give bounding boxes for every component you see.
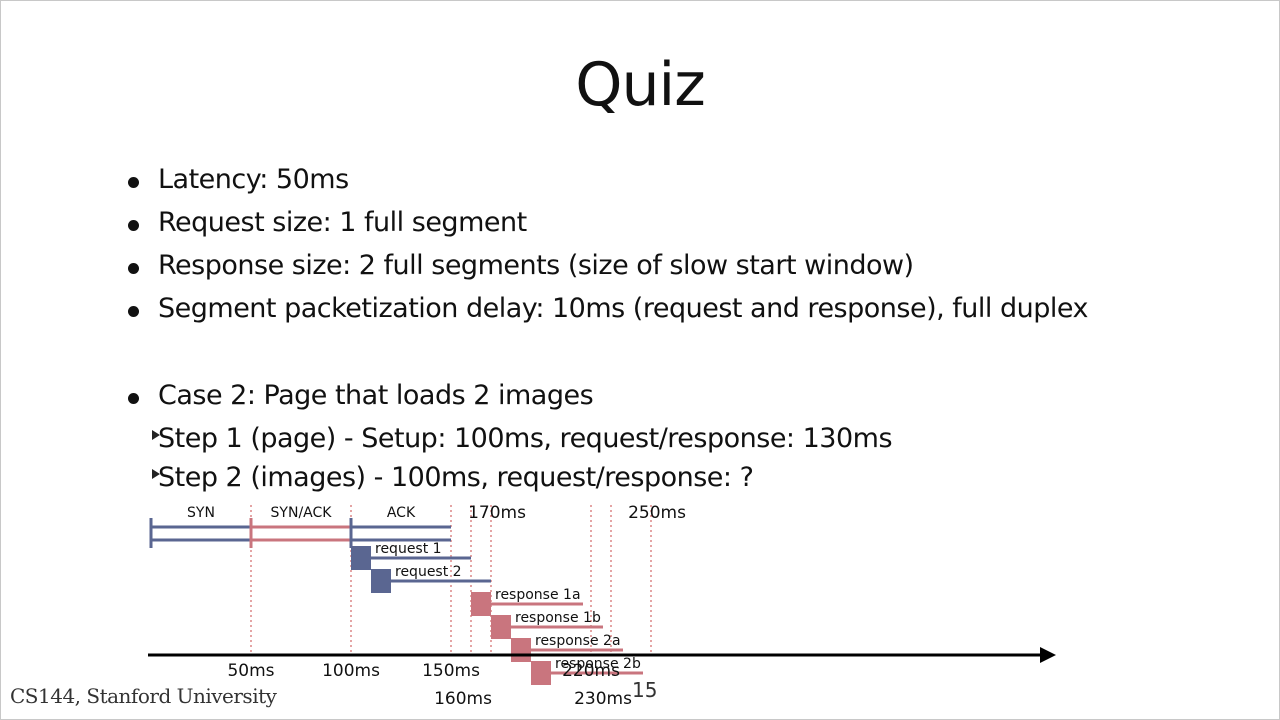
handshake-label-syn-ack: SYN/ACK [271,505,333,521]
tick-label-220ms: 220ms [562,661,620,681]
segment-label-request-2: request 2 [395,564,462,580]
bullet-response-size: Response size: 2 full segments (size of … [128,250,1228,293]
tick-label-50ms: 50ms [227,661,274,681]
segment-label-request-1: request 1 [375,541,442,557]
segment-label-response-1b: response 1b [515,610,601,626]
bullet-list: Latency: 50ms Request size: 1 full segme… [128,164,1228,501]
segment-label-response-2b: response 2b [555,656,641,672]
segment-block-response-2b [531,661,551,685]
sub-bullet-step-2: Step 2 (images) - 100ms, request/respons… [128,462,1228,501]
segment-label-response-1a: response 1a [495,587,581,603]
segment-block-response-1b [491,615,511,639]
bullet-latency: Latency: 50ms [128,164,1228,207]
bullet-dot-icon [128,263,139,274]
bullet-dot-icon [128,177,139,188]
segment-block-response-2a [511,638,531,662]
bullet-packetization-delay: Segment packetization delay: 10ms (reque… [128,293,1228,380]
bullet-dot-icon [128,220,139,231]
tick-label-100ms: 100ms [322,661,380,681]
top-tick-label-170ms: 170ms [468,503,526,523]
page-number: 15 [632,678,658,702]
triangle-bullet-icon [152,469,160,479]
top-tick-label-250ms: 250ms [628,503,686,523]
bullet-dot-icon [128,393,139,404]
time-axis-arrow-icon [1040,647,1056,663]
footer-course: CS144, Stanford University [10,684,277,708]
sub-bullet-step-1: Step 1 (page) - Setup: 100ms, request/re… [128,423,1228,462]
triangle-bullet-icon [152,430,160,440]
slide-title: Quiz [575,50,705,120]
bullet-dot-icon [128,306,139,317]
handshake-label-ack: ACK [387,505,416,521]
segment-label-response-2a: response 2a [535,633,621,649]
segment-block-request-2 [371,569,391,593]
tick-label-150ms: 150ms [422,661,480,681]
bullet-request-size: Request size: 1 full segment [128,207,1228,250]
tick-label-160ms: 160ms [434,689,492,709]
tick-label-230ms: 230ms [574,689,632,709]
bullet-case: Case 2: Page that loads 2 images [128,380,1228,423]
handshake-label-syn: SYN [187,505,215,521]
segment-block-response-1a [471,592,491,616]
segment-block-request-1 [351,546,371,570]
